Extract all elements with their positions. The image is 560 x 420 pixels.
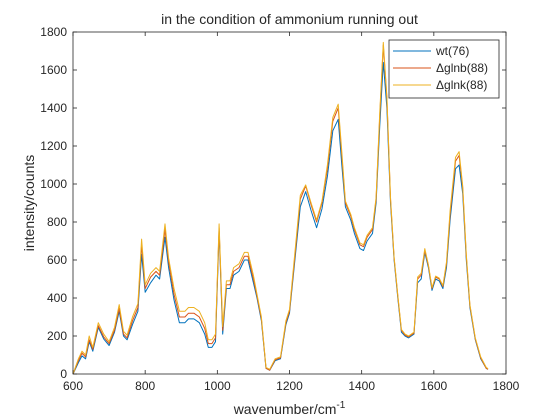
x-tick-label: 1200: [276, 379, 303, 393]
x-tick-label: 600: [63, 379, 83, 393]
y-tick-label: 600: [47, 253, 67, 267]
series-line-3: [72, 41, 489, 375]
x-tick-label: 1800: [493, 379, 520, 393]
y-axis-label: intensity/counts: [21, 155, 37, 252]
x-tick-label: 1000: [204, 379, 231, 393]
legend: wt(76) Δglnb(88) Δglnk(88): [388, 39, 500, 99]
x-tick-label: 1400: [348, 379, 375, 393]
legend-label-2: Δglnb(88): [436, 61, 488, 75]
x-axis-label-superscript: -1: [336, 400, 345, 411]
y-ticks: 0 200 400 600 800 1000 1200 1400 1600 1800: [40, 25, 506, 381]
legend-label-3: Δglnk(88): [436, 78, 487, 92]
x-axis-label-text: wavenumber/cm: [233, 401, 337, 417]
y-tick-label: 0: [60, 367, 67, 381]
legend-label-1: wt(76): [435, 44, 469, 58]
legend-box: [388, 39, 500, 99]
y-tick-label: 1000: [40, 177, 67, 191]
y-tick-label: 1400: [40, 101, 67, 115]
series-layer: [72, 41, 489, 375]
y-tick-label: 200: [47, 329, 67, 343]
x-tick-label: 1600: [420, 379, 447, 393]
chart-title: in the condition of ammonium running out: [161, 11, 418, 27]
x-ticks: 600 800 1000 1200 1400 1600 1800: [63, 32, 520, 393]
y-tick-label: 800: [47, 215, 67, 229]
y-tick-label: 1600: [40, 63, 67, 77]
x-axis-label: wavenumber/cm-1: [233, 400, 346, 417]
x-tick-label: 800: [135, 379, 155, 393]
y-tick-label: 1200: [40, 139, 67, 153]
y-tick-label: 400: [47, 291, 67, 305]
y-tick-label: 1800: [40, 25, 67, 39]
